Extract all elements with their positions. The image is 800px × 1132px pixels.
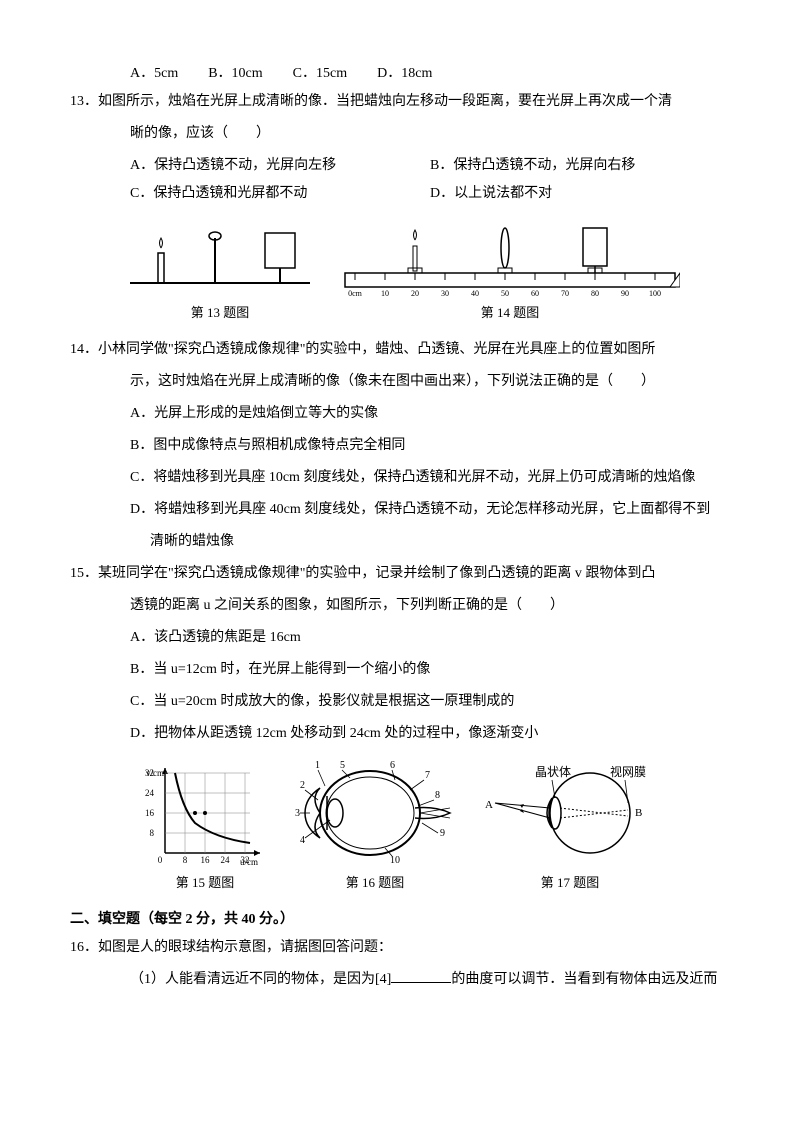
svg-text:3: 3 bbox=[295, 808, 300, 819]
svg-text:100: 100 bbox=[649, 289, 661, 298]
svg-text:7: 7 bbox=[425, 770, 430, 781]
q17-figure-caption: 第 17 题图 bbox=[480, 870, 660, 896]
q14-option-c: C．将蜡烛移到光具座 10cm 刻度线处，保持凸透镜和光屏不动，光屏上仍可成清晰… bbox=[70, 464, 730, 492]
svg-text:10: 10 bbox=[390, 855, 400, 866]
svg-text:0: 0 bbox=[158, 855, 163, 865]
q16-figure-caption: 第 16 题图 bbox=[290, 870, 460, 896]
q13-options-row1: A．保持凸透镜不动，光屏向左移 B．保持凸透镜不动，光屏向右移 bbox=[70, 152, 730, 180]
svg-text:视网膜: 视网膜 bbox=[610, 764, 646, 779]
q14-option-d-line2: 清晰的蜡烛像 bbox=[70, 528, 730, 556]
q15-option-d: D．把物体从距透镜 12cm 处移动到 24cm 处的过程中，像逐渐变小 bbox=[70, 720, 730, 748]
q15-figure-caption: 第 15 题图 bbox=[140, 870, 270, 896]
svg-text:32: 32 bbox=[145, 768, 154, 778]
svg-text:A: A bbox=[485, 799, 493, 811]
svg-text:24: 24 bbox=[221, 855, 231, 865]
svg-text:5: 5 bbox=[340, 760, 345, 771]
svg-text:6: 6 bbox=[390, 760, 395, 771]
q15-figure: v/cm u/cm 8 16 24 32 0 8 16 24 32 第 15 题… bbox=[140, 758, 270, 896]
svg-text:40: 40 bbox=[471, 289, 479, 298]
figure-row-13-14: 第 13 题图 0cm 10 20 30 40 50 60 70 80 90 100 bbox=[70, 218, 730, 326]
svg-text:10: 10 bbox=[381, 289, 389, 298]
svg-text:9: 9 bbox=[440, 828, 445, 839]
q15-option-b: B．当 u=12cm 时，在光屏上能得到一个缩小的像 bbox=[70, 656, 730, 684]
svg-text:0cm: 0cm bbox=[348, 289, 363, 298]
svg-text:90: 90 bbox=[621, 289, 629, 298]
q14-stem-line1: 14．小林同学做"探究凸透镜成像规律"的实验中，蜡烛、凸透镜、光屏在光具座上的位… bbox=[70, 336, 730, 364]
svg-text:8: 8 bbox=[183, 855, 188, 865]
svg-text:1: 1 bbox=[315, 760, 320, 771]
svg-text:50: 50 bbox=[501, 289, 509, 298]
q15-option-a: A．该凸透镜的焦距是 16cm bbox=[70, 624, 730, 652]
q16-stem: 16．如图是人的眼球结构示意图，请据图回答问题： bbox=[70, 934, 730, 962]
svg-text:32: 32 bbox=[241, 855, 250, 865]
q13-figure-caption: 第 13 题图 bbox=[120, 300, 320, 326]
q13-option-b: B．保持凸透镜不动，光屏向右移 bbox=[430, 152, 730, 180]
q12-options: A．5cm B．10cm C．15cm D．18cm bbox=[70, 60, 730, 88]
q15-stem-line2: 透镜的距离 u 之间关系的图象，如图所示，下列判断正确的是（ ） bbox=[70, 592, 730, 620]
q13-stem-line2: 晰的像，应该（ ） bbox=[70, 120, 730, 148]
svg-text:60: 60 bbox=[531, 289, 539, 298]
svg-text:B: B bbox=[635, 807, 642, 819]
svg-text:4: 4 bbox=[300, 835, 305, 846]
svg-text:24: 24 bbox=[145, 788, 155, 798]
q14-figure: 0cm 10 20 30 40 50 60 70 80 90 100 第 14 题图 bbox=[340, 218, 680, 326]
q13-stem-line1: 13．如图所示，烛焰在光屏上成清晰的像．当把蜡烛向左移动一段距离，要在光屏上再次… bbox=[70, 88, 730, 116]
svg-text:16: 16 bbox=[201, 855, 211, 865]
section-2-title: 二、填空题（每空 2 分，共 40 分。） bbox=[70, 906, 730, 934]
q16-blank-1[interactable] bbox=[391, 967, 451, 983]
q13-options-row2: C．保持凸透镜和光屏都不动 D．以上说法都不对 bbox=[70, 180, 730, 208]
q12-option-d: D．18cm bbox=[377, 60, 432, 88]
q15-option-c: C．当 u=20cm 时成放大的像，投影仪就是根据这一原理制成的 bbox=[70, 688, 730, 716]
q14-figure-caption: 第 14 题图 bbox=[340, 300, 680, 326]
q15-stem-line1: 15．某班同学在"探究凸透镜成像规律"的实验中，记录并绘制了像到凸透镜的距离 v… bbox=[70, 560, 730, 588]
q16-sub1-b: 的曲度可以调节．当看到有物体由远及近而 bbox=[451, 972, 717, 987]
svg-text:8: 8 bbox=[435, 790, 440, 801]
q16-figure: 1 2 3 4 5 6 7 8 9 10 第 16 题图 bbox=[290, 758, 460, 896]
q17-figure: A B 晶状体 视网膜 第 17 题图 bbox=[480, 758, 660, 896]
q13-option-d: D．以上说法都不对 bbox=[430, 180, 730, 208]
svg-text:8: 8 bbox=[150, 828, 155, 838]
q14-stem-line2: 示，这时烛焰在光屏上成清晰的像（像未在图中画出来），下列说法正确的是（ ） bbox=[70, 368, 730, 396]
svg-text:70: 70 bbox=[561, 289, 569, 298]
q14-option-d-line1: D．将蜡烛移到光具座 40cm 刻度线处，保持凸透镜不动，无论怎样移动光屏，它上… bbox=[70, 496, 730, 524]
q16-sub1-a: （1）人能看清远近不同的物体，是因为[4] bbox=[130, 972, 391, 987]
q12-option-b: B．10cm bbox=[208, 60, 262, 88]
q13-option-c: C．保持凸透镜和光屏都不动 bbox=[130, 180, 430, 208]
svg-text:80: 80 bbox=[591, 289, 599, 298]
svg-text:16: 16 bbox=[145, 808, 155, 818]
q12-option-c: C．15cm bbox=[293, 60, 347, 88]
q14-option-a: A．光屏上形成的是烛焰倒立等大的实像 bbox=[70, 400, 730, 428]
svg-text:2: 2 bbox=[300, 780, 305, 791]
svg-text:晶状体: 晶状体 bbox=[535, 765, 571, 779]
svg-text:20: 20 bbox=[411, 289, 419, 298]
q16-sub1: （1）人能看清远近不同的物体，是因为[4] 的曲度可以调节．当看到有物体由远及近而 bbox=[70, 966, 730, 994]
q12-option-a: A．5cm bbox=[130, 60, 178, 88]
q13-option-a: A．保持凸透镜不动，光屏向左移 bbox=[130, 152, 430, 180]
q13-figure: 第 13 题图 bbox=[120, 218, 320, 326]
q14-option-b: B．图中成像特点与照相机成像特点完全相同 bbox=[70, 432, 730, 460]
svg-text:30: 30 bbox=[441, 289, 449, 298]
figure-row-15-16-17: v/cm u/cm 8 16 24 32 0 8 16 24 32 第 15 题… bbox=[70, 758, 730, 896]
